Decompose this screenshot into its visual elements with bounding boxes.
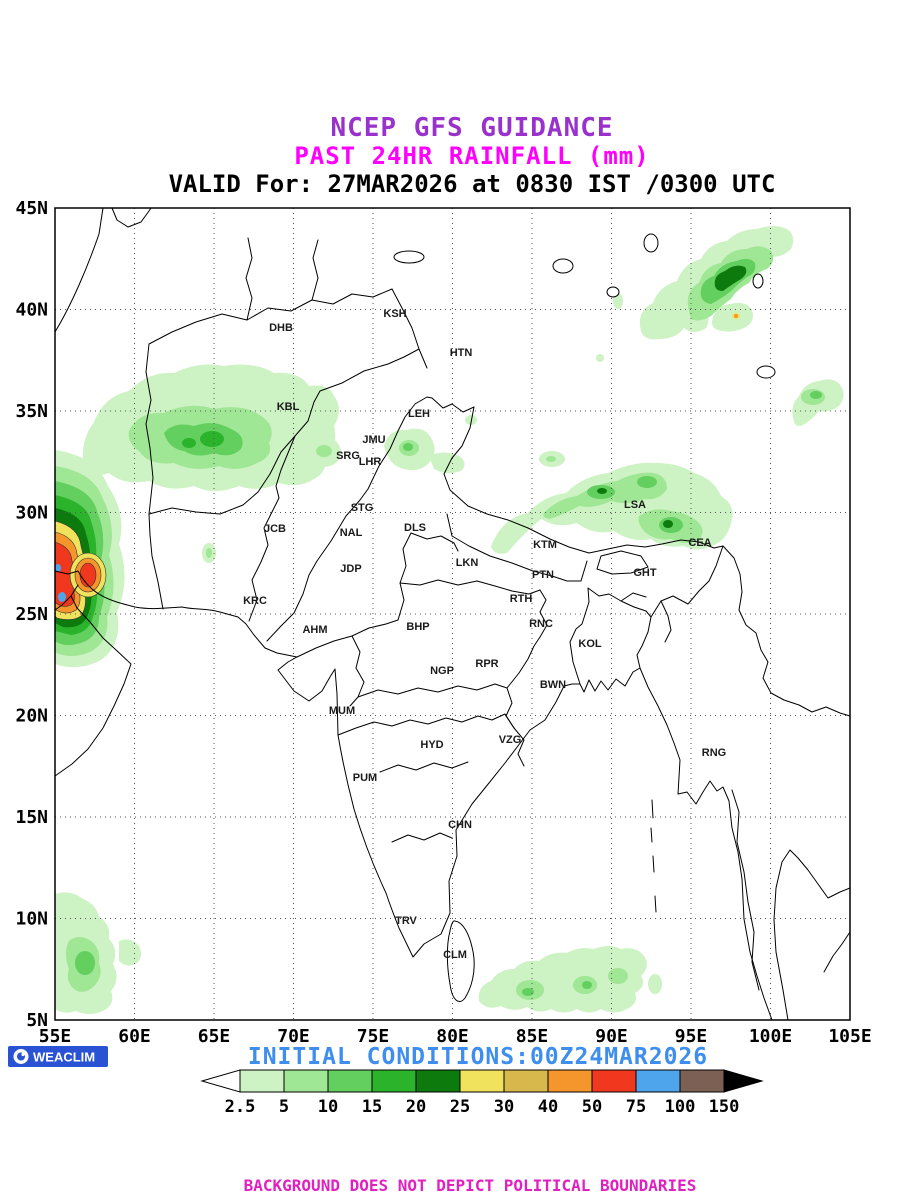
lon-tick-label: 60E (118, 1026, 151, 1047)
weaclim-logo: WEACLIM (8, 1046, 108, 1067)
legend-segment (635, 1069, 681, 1093)
lat-tick-label: 5N (26, 1010, 48, 1031)
station-label-rnc: RNC (529, 618, 553, 630)
lon-tick-label: 80E (436, 1026, 469, 1047)
station-label-cea: CEA (688, 537, 711, 549)
lat-tick-label: 10N (15, 909, 48, 930)
title-rainfall: PAST 24HR RAINFALL (mm) (294, 142, 649, 170)
station-label-nal: NAL (340, 527, 363, 539)
title-valid: VALID For: 27MAR2026 at 0830 IST /0300 U… (169, 170, 776, 198)
legend-segment (679, 1069, 725, 1093)
station-label-kol: KOL (578, 638, 602, 650)
legend-segment-max (723, 1069, 764, 1093)
title-guidance: NCEP GFS GUIDANCE (330, 113, 613, 143)
station-label-ahm: AHM (302, 624, 327, 636)
rainfall-legend: 2.5 5 10 15 20 25 30 40 50 75 100 150 (200, 1069, 764, 1117)
station-label-lkn: LKN (456, 557, 479, 569)
lat-tick-label: 20N (15, 706, 48, 727)
station-label-ktm: KTM (533, 539, 557, 551)
station-label-clm: CLM (443, 949, 467, 961)
station-label-lsa: LSA (624, 499, 646, 511)
station-label-krc: KRC (243, 595, 267, 607)
station-label-ght: GHT (633, 567, 657, 579)
lon-tick-label: 100E (749, 1026, 792, 1047)
lon-tick-label: 90E (595, 1026, 628, 1047)
legend-value-label: 20 (406, 1097, 426, 1117)
station-label-bhp: BHP (406, 621, 429, 633)
lat-tick-label: 35N (15, 401, 48, 422)
lat-tick-label: 40N (15, 300, 48, 321)
station-label-ngp: NGP (430, 665, 454, 677)
station-label-rpr: RPR (475, 658, 498, 670)
lon-tick-label: 105E (828, 1026, 871, 1047)
legend-value-label: 5 (279, 1097, 289, 1117)
legend-segment (459, 1069, 505, 1093)
legend-value-label: 10 (318, 1097, 338, 1117)
station-label-rth: RTH (510, 593, 533, 605)
station-label-htn: HTN (450, 347, 473, 359)
lat-tick-label: 15N (15, 807, 48, 828)
lat-tick-label: 45N (15, 198, 48, 219)
legend-value-label: 150 (709, 1097, 740, 1117)
coastlines-borders (54, 207, 851, 1021)
lat-tick-label: 30N (15, 503, 48, 524)
legend-value-label: 100 (665, 1097, 696, 1117)
station-label-srg: SRG (336, 450, 360, 462)
legend-segment (503, 1069, 549, 1093)
station-label-bwn: BWN (540, 679, 566, 691)
weaclim-label: WEACLIM (33, 1050, 95, 1065)
legend-value-label: 2.5 (225, 1097, 256, 1117)
legend-segment-min (200, 1069, 241, 1093)
station-label-hyd: HYD (420, 739, 443, 751)
station-label-jmu: JMU (362, 434, 385, 446)
station-label-trv: TRV (395, 915, 417, 927)
station-label-rng: RNG (702, 747, 726, 759)
station-label-chn: CHN (448, 819, 472, 831)
legend-segment (239, 1069, 285, 1093)
lat-tick-label: 25N (15, 604, 48, 625)
weaclim-box (8, 1046, 108, 1067)
station-label-dls: DLS (404, 522, 426, 534)
station-label-leh: LEH (408, 408, 430, 420)
station-label-kbl: KBL (277, 401, 300, 413)
station-label-pum: PUM (353, 772, 377, 784)
map-frame (54, 207, 851, 1021)
station-label-ptn: PTN (532, 569, 554, 581)
lon-tick-label: 75E (357, 1026, 390, 1047)
legend-value-label: 15 (362, 1097, 382, 1117)
station-label-dhb: DHB (269, 322, 293, 334)
legend-value-label: 40 (538, 1097, 558, 1117)
rainfall-shading (54, 226, 844, 1014)
legend-value-label: 75 (626, 1097, 646, 1117)
legend-value-label: 50 (582, 1097, 602, 1117)
lon-tick-label: 95E (675, 1026, 708, 1047)
station-label-ksh: KSH (383, 308, 406, 320)
legend-segment (327, 1069, 373, 1093)
station-label-stg: STG (351, 502, 374, 514)
lon-tick-label: 85E (516, 1026, 549, 1047)
legend-segment (591, 1069, 637, 1093)
initial-conditions-text: INITIAL CONDITIONS:00Z24MAR2026 (248, 1044, 708, 1070)
legend-value-label: 30 (494, 1097, 514, 1117)
lon-tick-label: 55E (39, 1026, 72, 1047)
station-label-lhr: LHR (359, 456, 382, 468)
station-label-mum: MUM (329, 705, 355, 717)
lon-tick-label: 65E (198, 1026, 231, 1047)
weaclim-globe-dot (21, 1052, 25, 1057)
station-label-vzg: VZG (499, 734, 522, 746)
legend-segment (283, 1069, 329, 1093)
legend-segment (415, 1069, 461, 1093)
station-label-jcb: JCB (264, 523, 286, 535)
lon-tick-label: 70E (277, 1026, 310, 1047)
legend-segment (547, 1069, 593, 1093)
disclaimer-text: BACKGROUND DOES NOT DEPICT POLITICAL BOU… (244, 1176, 697, 1195)
legend-segment (371, 1069, 417, 1093)
station-label-jdp: JDP (340, 563, 361, 575)
legend-value-label: 25 (450, 1097, 470, 1117)
axis-labels: 55E 60E 65E 70E 75E 80E 85E 90E 95E 100E 105E 45N 40… (15, 198, 871, 1047)
